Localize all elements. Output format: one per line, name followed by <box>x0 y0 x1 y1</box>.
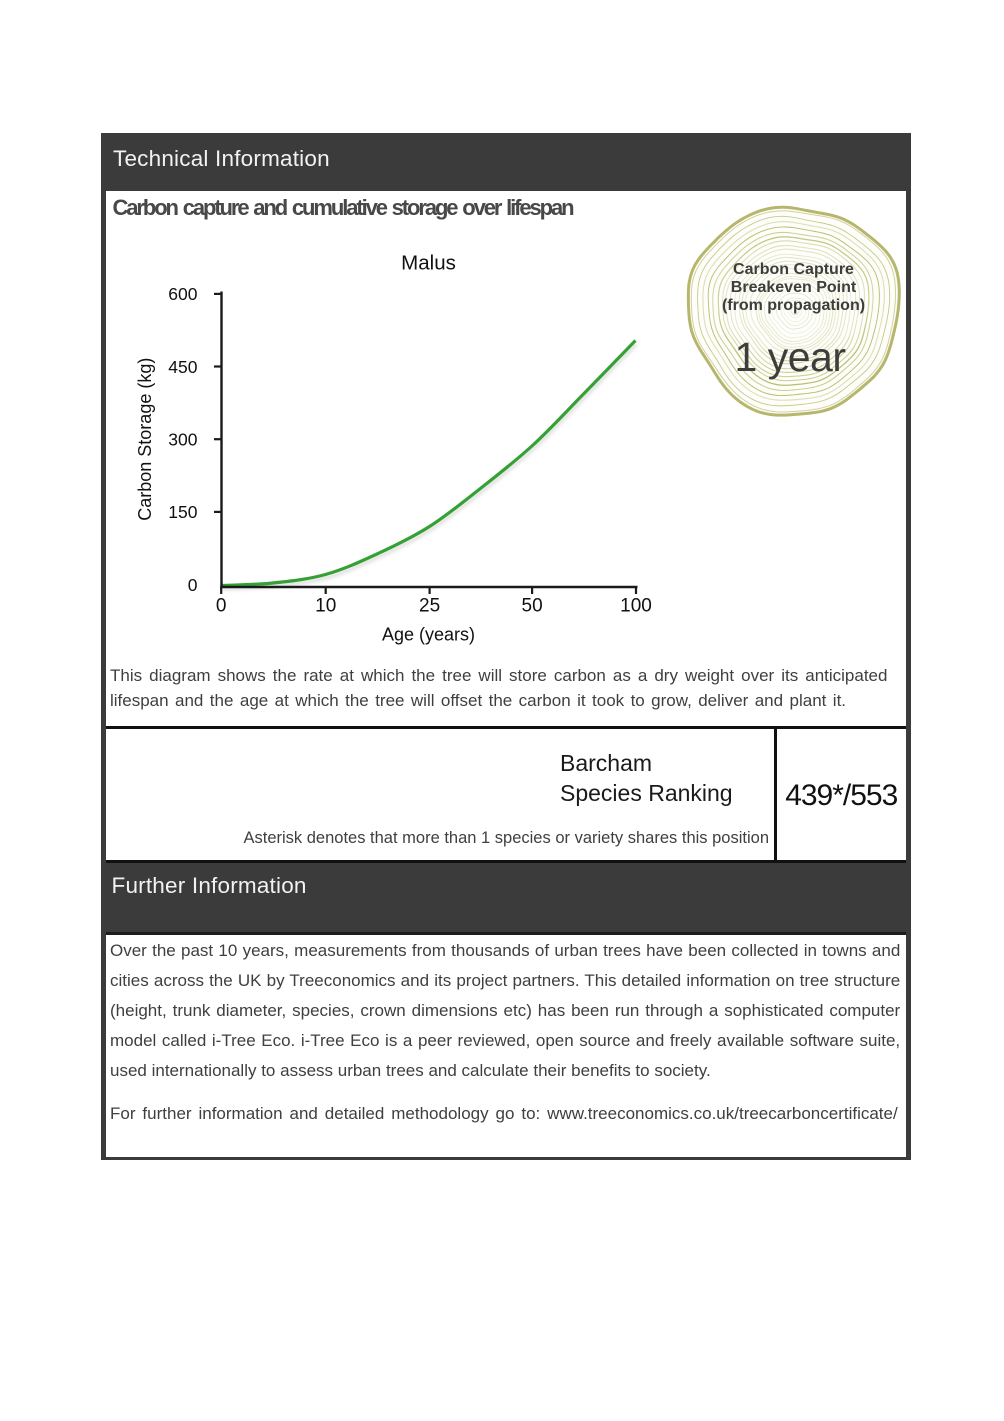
svg-text:50: 50 <box>521 595 542 616</box>
svg-text:150: 150 <box>168 502 197 522</box>
svg-text:10: 10 <box>315 595 336 616</box>
svg-text:600: 600 <box>168 284 197 304</box>
svg-text:450: 450 <box>168 356 197 376</box>
svg-text:0: 0 <box>187 574 197 594</box>
svg-text:300: 300 <box>168 429 197 449</box>
svg-text:Carbon Storage (kg): Carbon Storage (kg) <box>135 357 155 520</box>
svg-text:0: 0 <box>215 595 226 616</box>
svg-text:Malus: Malus <box>401 251 456 274</box>
svg-text:Age (years): Age (years) <box>381 624 474 644</box>
svg-text:25: 25 <box>419 595 440 616</box>
svg-text:100: 100 <box>620 595 652 616</box>
